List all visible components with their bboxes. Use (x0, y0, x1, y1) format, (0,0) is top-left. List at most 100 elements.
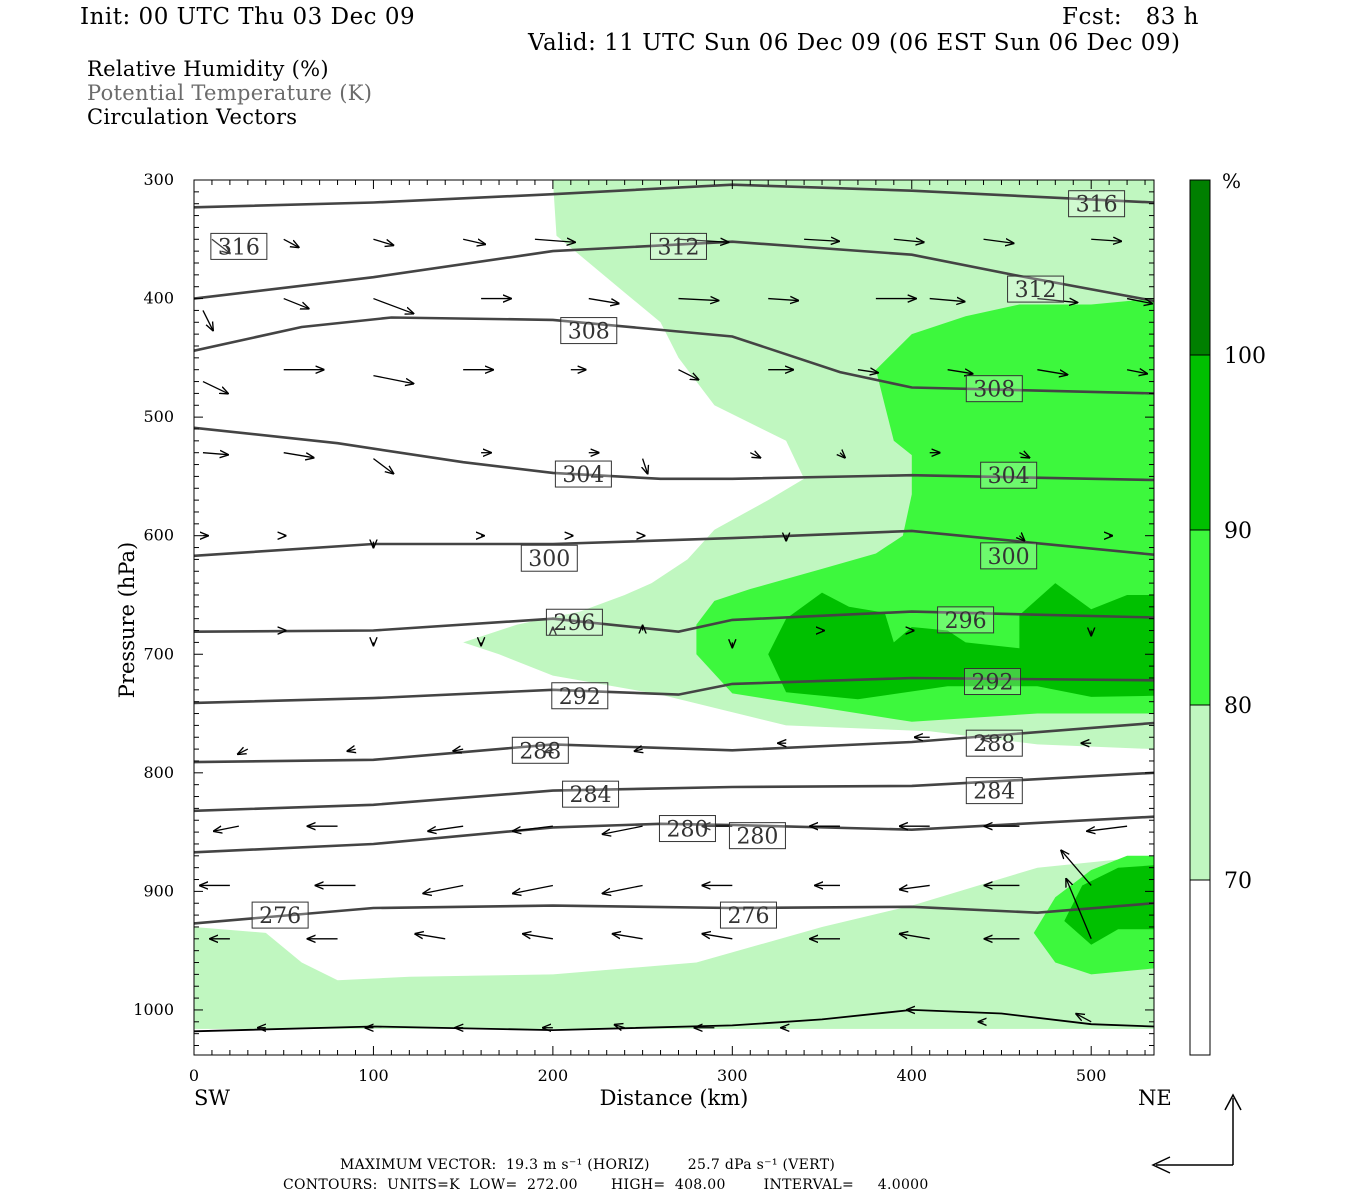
theta-label-box-4 (560, 317, 618, 345)
theta-label-box-16 (562, 780, 620, 808)
colorbar-label-70: 70 (1224, 869, 1252, 894)
theta-label-14: 288 (519, 739, 561, 764)
colorbar-unit: % (1222, 169, 1241, 193)
theta-label-box-17 (965, 777, 1023, 805)
colorbar-label-80: 80 (1224, 694, 1252, 719)
vector-4 (534, 239, 575, 242)
theta-contour-276 (194, 901, 1154, 925)
theta-label-box-6 (554, 460, 612, 488)
vector-49 (1019, 536, 1024, 541)
vector-63 (545, 749, 553, 752)
y-tick-label: 700 (143, 644, 174, 663)
vector-14 (588, 297, 619, 304)
vector-12 (373, 297, 413, 314)
theta-contour-316 (194, 183, 1154, 209)
vector-7 (893, 239, 924, 242)
vector-108 (1076, 1014, 1092, 1023)
x-tick-label: 300 (717, 1066, 748, 1085)
vector-97 (900, 934, 930, 940)
vector-89 (1066, 879, 1092, 940)
theta-label-box-9 (980, 542, 1038, 570)
y-tick-label: 900 (143, 881, 174, 900)
vector-3 (463, 239, 485, 244)
vector-39 (840, 453, 845, 458)
theta-label-box-2 (649, 232, 707, 260)
theta-label-box-5 (965, 375, 1023, 403)
vector-62 (453, 749, 464, 751)
theta-label-10: 296 (553, 611, 595, 636)
theta-label-box-19 (728, 822, 786, 850)
footer-contours: CONTOURS: UNITS=K LOW= 272.00 HIGH= 408.… (283, 1177, 929, 1193)
axes: 0 100 200 300 400 500 300 400 500 600 700 800 900 100… (115, 170, 1172, 1110)
theta-label-20: 276 (259, 904, 301, 929)
theta-label-box-12 (551, 682, 609, 710)
vector-61 (347, 749, 355, 751)
vector-37 (643, 458, 648, 474)
vector-60 (238, 749, 249, 754)
theta-label-7: 304 (988, 464, 1030, 489)
theta-label-13: 292 (972, 671, 1014, 696)
colorbar: % 100 90 80 70 (1189, 169, 1266, 1056)
y-tick-label: 1000 (133, 1000, 174, 1019)
vector-18 (929, 299, 965, 302)
theta-label-11: 296 (945, 609, 987, 634)
x-tick-label: 0 (189, 1066, 199, 1085)
vector-88 (1061, 850, 1092, 886)
theta-contour-284 (194, 771, 1154, 813)
vector-15 (678, 299, 718, 301)
x-tick-label: 100 (358, 1066, 389, 1085)
theta-label-box-20 (251, 901, 309, 929)
x-tick-label: 500 (1076, 1066, 1107, 1085)
theta-label-17: 284 (973, 780, 1015, 805)
surface-line (194, 1008, 1154, 1033)
theta-label-box-3 (1007, 275, 1065, 303)
vector-83 (603, 884, 643, 893)
x-tick-label: 400 (896, 1066, 927, 1085)
vector-93 (523, 934, 553, 940)
vector-11 (283, 297, 309, 309)
vector-20 (1126, 299, 1152, 304)
theta-contour-292 (194, 676, 1154, 705)
vector-92 (415, 934, 446, 940)
vector-38 (749, 453, 760, 458)
theta-label-box-10 (545, 608, 603, 636)
vector-8 (983, 239, 1014, 243)
footer-max-vector: MAXIMUM VECTOR: 19.3 m s⁻¹ (HORIZ) 25.7 … (340, 1157, 836, 1173)
theta-label-box-13 (964, 668, 1022, 696)
y-axis-label: Pressure (hPa) (115, 542, 139, 698)
rh-90-region-4 (1064, 865, 1154, 945)
vector-103 (615, 1025, 625, 1028)
vector-69 (214, 826, 239, 831)
rh-90-region-2 (768, 583, 1154, 700)
theta-label-16: 284 (570, 783, 612, 808)
plot-frame (193, 179, 1155, 1056)
vector-2 (373, 238, 393, 245)
y-tick-label: 800 (143, 763, 174, 782)
theta-label-19: 280 (736, 825, 778, 850)
vector-28 (857, 370, 878, 373)
vector-19 (1037, 299, 1077, 303)
theta-label-8: 300 (528, 547, 570, 572)
vector-1 (283, 238, 299, 247)
theta-contour-308 (194, 316, 1154, 395)
theta-label-box-14 (511, 736, 569, 764)
forecast-hour: Fcst: 83 h (1062, 4, 1199, 30)
theta-label-3: 312 (1015, 278, 1057, 303)
vector-33 (283, 452, 314, 458)
reference-vector-icon (1151, 1093, 1242, 1174)
theta-contour-280 (194, 815, 1154, 854)
y-tick-label: 400 (143, 289, 174, 308)
theta-label-4: 308 (568, 320, 610, 345)
x-end-label-sw: SW (194, 1086, 230, 1110)
vector-72 (513, 825, 553, 831)
vector-95 (702, 934, 733, 940)
theta-contour-296 (194, 610, 1154, 634)
vector-82 (513, 884, 554, 893)
theta-label-box-15 (965, 729, 1023, 757)
valid-time: Valid: 11 UTC Sun 06 Dec 09 (06 EST Sun … (528, 30, 1181, 56)
x-end-label-ne: NE (1138, 1086, 1172, 1110)
theta-label-18: 280 (666, 818, 708, 843)
vector-64 (635, 749, 643, 751)
vector-31 (1126, 370, 1147, 374)
